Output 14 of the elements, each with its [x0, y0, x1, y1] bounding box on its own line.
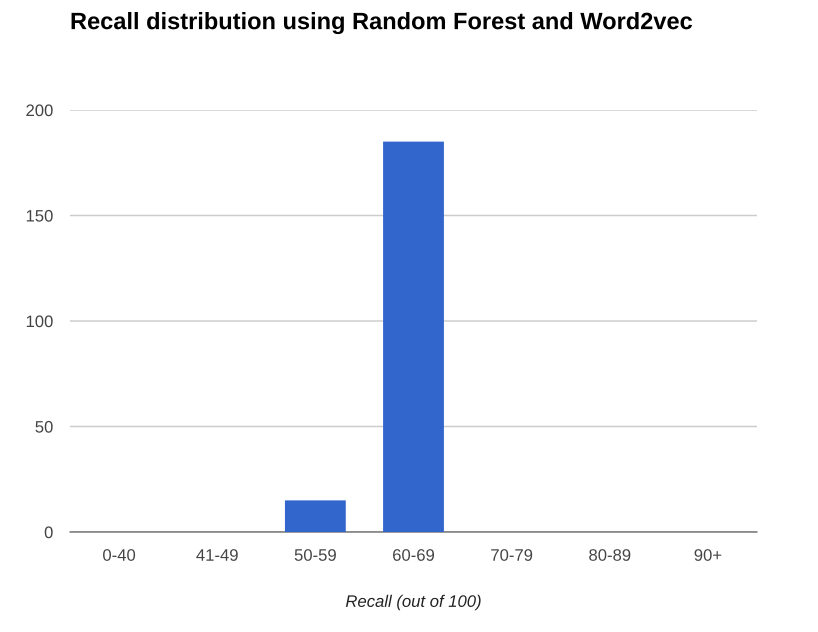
x-tick-label: 90+: [694, 549, 722, 561]
x-tick-label: 50-59: [294, 549, 336, 561]
y-tick-label: 50: [35, 420, 53, 433]
x-axis-title: Recall (out of 100): [346, 594, 481, 610]
y-tick-label: 100: [26, 315, 53, 328]
y-tick-label: 0: [44, 526, 53, 538]
y-tick-label: 150: [26, 210, 53, 222]
x-tick-label: 80-89: [589, 549, 630, 561]
chart-title: Recall distribution using Random Forest and Word2vec: [72, 12, 692, 34]
y-tick-label: 200: [26, 104, 53, 116]
x-tick-label: 70-79: [491, 549, 532, 561]
x-tick-label: 41-49: [196, 549, 238, 561]
x-tick-label: 60-69: [393, 549, 434, 561]
x-tick-label: 0-40: [103, 549, 136, 561]
